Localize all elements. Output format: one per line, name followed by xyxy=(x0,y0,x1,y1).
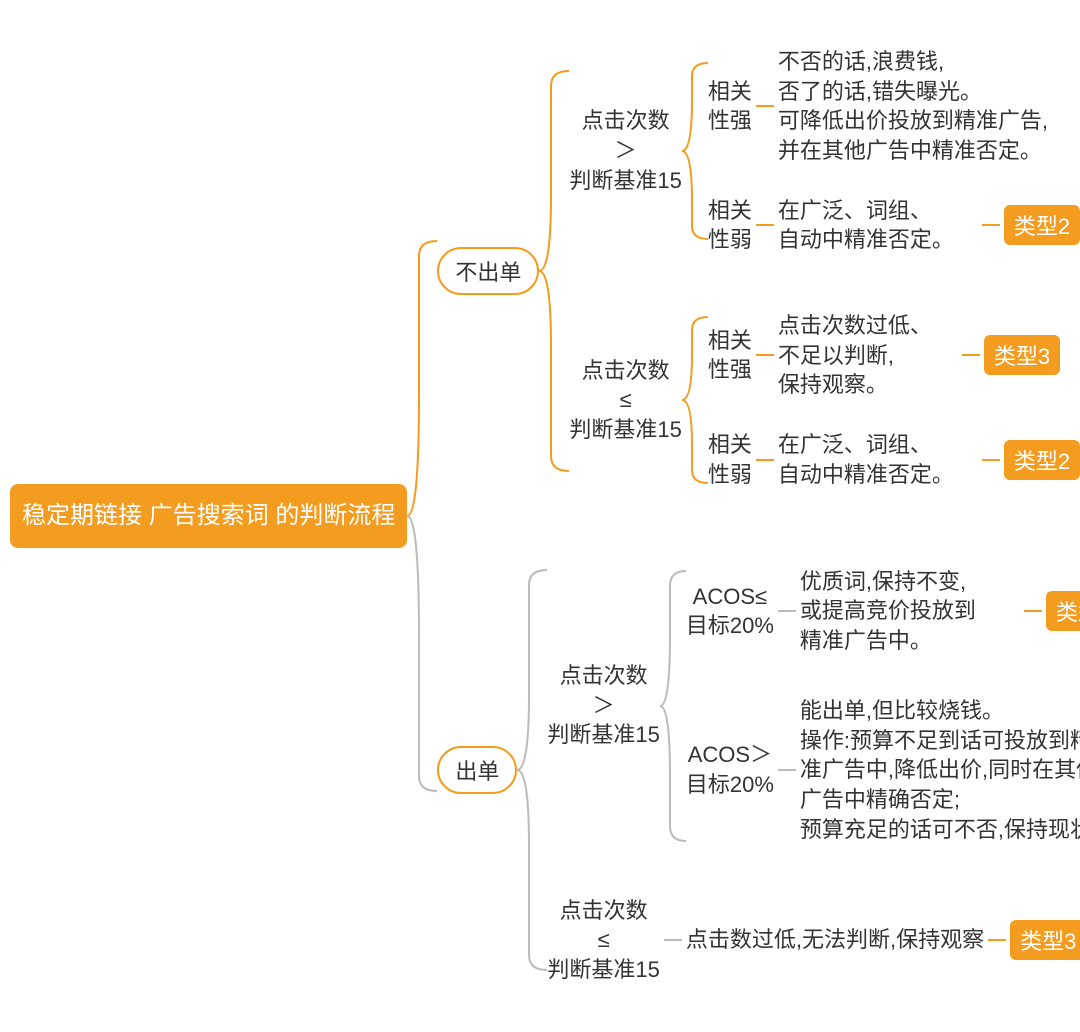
node-clicks-le-2: 点击次数 ≤ 判断基准15 点击数过低,无法判断,保持观察 类型3 xyxy=(547,896,1080,985)
connector-dash xyxy=(756,354,774,356)
connector-dash xyxy=(988,939,1006,941)
clicks-gt-label-2: 点击次数 ＞ 判断基准15 xyxy=(547,661,659,750)
gt-1-children: 相关 性强 不否的话,浪费钱, 否了的话,错失曝光。 可降低出价投放到精准广告,… xyxy=(708,47,1080,255)
clicks-gt-label-1: 点击次数 ＞ 判断基准15 xyxy=(569,106,681,195)
rel-weak-2: 相关 性弱 xyxy=(708,430,752,489)
node-clicks-le-1: 点击次数 ≤ 判断基准15 相关 性强 点击次数过低、 不足以判断, 保持观察。… xyxy=(569,305,1080,495)
root-node: 稳定期链接 广告搜索词 的判断流程 xyxy=(10,484,407,548)
clicks-le-label-1: 点击次数 ≤ 判断基准15 xyxy=(569,356,681,445)
mindmap-root: 稳定期链接 广告搜索词 的判断流程 不出单 点击次数 ＞ 判断基准15 xyxy=(0,0,1080,1032)
clicks-le-label-2: 点击次数 ≤ 判断基准15 xyxy=(547,896,659,985)
connector-dash xyxy=(756,224,774,226)
order-children: 点击次数 ＞ 判断基准15 ACOS≤ 目标20% 优质词,保持不变, 或提高竞… xyxy=(547,556,1080,985)
tag-type3-a: 类型3 xyxy=(984,335,1060,375)
bracket-order xyxy=(517,555,547,985)
le-1-children: 相关 性强 点击次数过低、 不足以判断, 保持观察。 类型3 相关 性弱 在广泛… xyxy=(708,311,1080,489)
tag-type2-b: 类型2 xyxy=(1004,440,1080,480)
rel-strong-1: 相关 性强 xyxy=(708,77,752,136)
desc-type5: 能出单,但比较烧钱。 操作:预算不足到话可投放到精 准广告中,降低出价,同时在其… xyxy=(800,696,1080,844)
desc-type3-a: 点击次数过低、 不足以判断, 保持观察。 xyxy=(778,311,958,400)
node-order: 出单 xyxy=(437,746,517,794)
leaf-type2-b: 相关 性弱 在广泛、词组、 自动中精准否定。 类型2 xyxy=(708,430,1080,489)
node-clicks-gt-1: 点击次数 ＞ 判断基准15 相关 性强 不否的话,浪费钱, 否了的话,错失曝光。… xyxy=(569,47,1080,255)
connector-dash xyxy=(982,224,1000,226)
gt-2-children: ACOS≤ 目标20% 优质词,保持不变, 或提高竞价投放到 精准广告中。 类型… xyxy=(686,567,1080,845)
tag-type2-a: 类型2 xyxy=(1004,205,1080,245)
connector-dash xyxy=(778,610,796,612)
connector-dash xyxy=(1024,610,1042,612)
bracket-gt-2 xyxy=(660,556,686,856)
node-no-order: 不出单 xyxy=(437,247,539,295)
tag-type3-b: 类型3 xyxy=(1010,920,1080,960)
branch-no-order: 不出单 点击次数 ＞ 判断基准15 相关 性强 xyxy=(437,47,1080,495)
connector-dash xyxy=(756,459,774,461)
node-clicks-gt-2: 点击次数 ＞ 判断基准15 ACOS≤ 目标20% 优质词,保持不变, 或提高竞… xyxy=(547,556,1080,856)
bracket-root xyxy=(407,216,437,816)
no-order-children: 点击次数 ＞ 判断基准15 相关 性强 不否的话,浪费钱, 否了的话,错失曝光。… xyxy=(569,47,1080,495)
connector-dash xyxy=(756,105,774,107)
desc-type3-b: 点击数过低,无法判断,保持观察 xyxy=(686,925,984,955)
desc-type2-a: 在广泛、词组、 自动中精准否定。 xyxy=(778,196,978,255)
tag-type4: 类型4 xyxy=(1046,591,1080,631)
rel-strong-2: 相关 性强 xyxy=(708,326,752,385)
connector-dash xyxy=(962,354,980,356)
leaf-type1: 相关 性强 不否的话,浪费钱, 否了的话,错失曝光。 可降低出价投放到精准广告,… xyxy=(708,47,1080,166)
connector-dash xyxy=(982,459,1000,461)
bracket-le-1 xyxy=(682,305,708,495)
connector-dash xyxy=(778,769,796,771)
leaf-type2-a: 相关 性弱 在广泛、词组、 自动中精准否定。 类型2 xyxy=(708,196,1080,255)
bracket-no-order xyxy=(539,56,569,486)
leaf-type5: ACOS＞ 目标20% 能出单,但比较烧钱。 操作:预算不足到话可投放到精 准广… xyxy=(686,696,1080,844)
rel-weak-1: 相关 性弱 xyxy=(708,196,752,255)
desc-type4: 优质词,保持不变, 或提高竞价投放到 精准广告中。 xyxy=(800,567,1020,656)
bracket-gt-1 xyxy=(682,51,708,251)
acos-gt: ACOS＞ 目标20% xyxy=(686,740,774,799)
branch-order: 出单 点击次数 ＞ 判断基准15 ACOS≤ 目标20% xyxy=(437,555,1080,985)
desc-type1: 不否的话,浪费钱, 否了的话,错失曝光。 可降低出价投放到精准广告, 并在其他广… xyxy=(778,47,1080,166)
acos-le: ACOS≤ 目标20% xyxy=(686,582,774,641)
leaf-type4: ACOS≤ 目标20% 优质词,保持不变, 或提高竞价投放到 精准广告中。 类型… xyxy=(686,567,1080,656)
desc-type2-b: 在广泛、词组、 自动中精准否定。 xyxy=(778,430,978,489)
connector-dash xyxy=(664,939,682,941)
leaf-type3-a: 相关 性强 点击次数过低、 不足以判断, 保持观察。 类型3 xyxy=(708,311,1080,400)
level1-group: 不出单 点击次数 ＞ 判断基准15 相关 性强 xyxy=(437,47,1080,985)
